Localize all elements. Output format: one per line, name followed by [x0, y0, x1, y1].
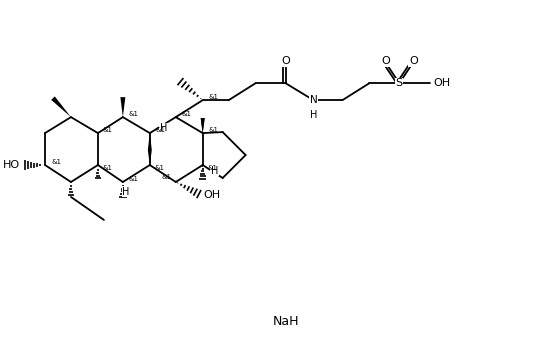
Polygon shape: [201, 118, 205, 133]
Polygon shape: [148, 150, 152, 165]
Polygon shape: [148, 133, 152, 150]
Text: NaH: NaH: [273, 315, 299, 328]
Text: S: S: [396, 78, 403, 88]
Text: &1: &1: [209, 94, 219, 100]
Text: &1: &1: [51, 159, 61, 165]
Polygon shape: [120, 97, 125, 117]
Text: H: H: [160, 123, 167, 133]
Text: &1: &1: [156, 127, 166, 133]
Text: &1: &1: [162, 174, 172, 180]
Text: H: H: [122, 187, 129, 197]
Polygon shape: [51, 96, 71, 117]
Text: HO: HO: [3, 160, 20, 170]
Text: &1: &1: [129, 176, 139, 182]
Text: &1: &1: [209, 127, 219, 133]
Polygon shape: [201, 118, 205, 133]
Text: OH: OH: [204, 190, 221, 200]
Text: &1: &1: [155, 165, 165, 171]
Text: N: N: [310, 95, 317, 105]
Text: &1: &1: [103, 165, 113, 171]
Text: OH: OH: [433, 78, 450, 88]
Text: &1: &1: [208, 165, 218, 171]
Text: O: O: [381, 56, 390, 66]
Text: H: H: [310, 110, 317, 120]
Text: O: O: [409, 56, 418, 66]
Text: &1: &1: [129, 111, 139, 117]
Text: H: H: [211, 166, 218, 176]
Text: O: O: [281, 56, 290, 66]
Text: &1: &1: [181, 111, 191, 117]
Text: &1: &1: [103, 127, 113, 133]
